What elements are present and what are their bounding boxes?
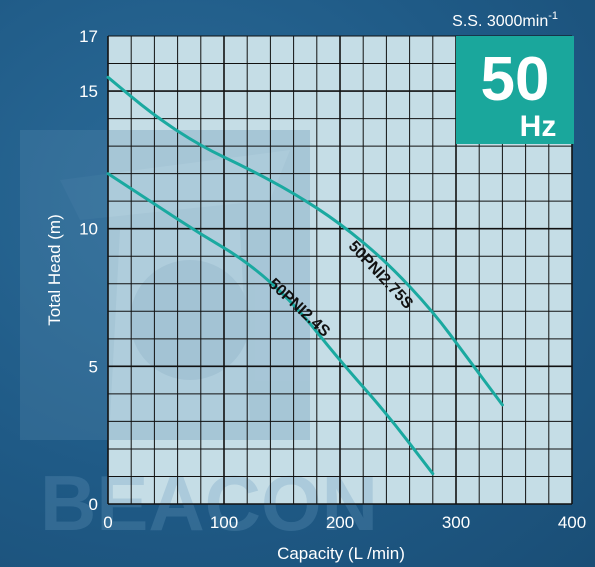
- y-tick-label: 17: [79, 27, 98, 46]
- y-tick-label: 10: [79, 220, 98, 239]
- frequency-badge-box: [456, 36, 574, 144]
- curve-series-1: [106, 75, 504, 407]
- x-tick-label: 100: [210, 513, 238, 532]
- y-tick-label: 0: [89, 495, 98, 514]
- y-tick-label: 15: [79, 82, 98, 101]
- y-tick-label: 5: [89, 357, 98, 376]
- speed-label: S.S. 3000min-1: [452, 10, 558, 30]
- curve-series-2: [106, 172, 435, 476]
- x-tick-label: 200: [326, 513, 354, 532]
- curves: [106, 75, 504, 476]
- y-axis-label: Total Head (m): [45, 214, 64, 325]
- x-tick-label: 300: [442, 513, 470, 532]
- watermark-text: BEACON: [40, 459, 378, 547]
- x-tick-label: 400: [558, 513, 586, 532]
- x-tick-label: 0: [103, 513, 112, 532]
- watermark-logo: BEACON: [20, 130, 378, 547]
- frequency-number: 50: [481, 45, 550, 114]
- frequency-unit: Hz: [520, 110, 557, 143]
- speed-exponent: -1: [548, 10, 558, 22]
- x-axis-label: Capacity (L /min): [277, 544, 405, 563]
- frequency-badge: 50 Hz: [456, 36, 574, 144]
- tick-labels: 0 100 200 300 400 0 5 10 15 17: [79, 27, 586, 532]
